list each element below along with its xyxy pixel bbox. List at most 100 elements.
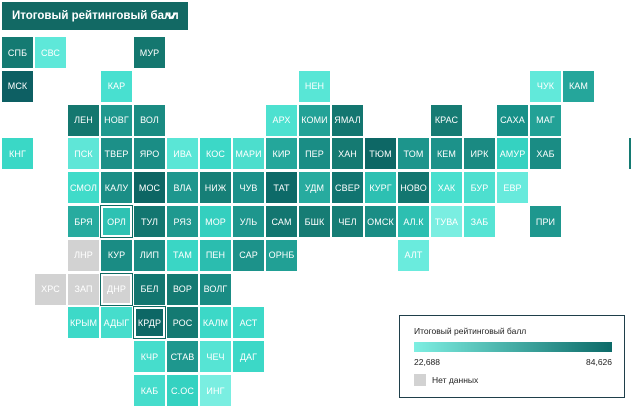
region-tile[interactable]: СХЛН [629,138,631,170]
region-tile[interactable]: ЛНР [68,239,99,271]
region-tile[interactable]: ДНР [100,272,133,306]
region-tile[interactable]: РЯЗ [167,206,198,237]
region-tile[interactable]: ЧЕЧ [200,341,231,373]
legend-min: 22,688 [414,357,440,367]
region-tile[interactable]: ОРНБ [266,239,297,271]
region-tile[interactable]: АРХ [266,104,297,136]
region-tile[interactable]: КИР [266,138,297,170]
region-tile[interactable]: ПЕР [299,138,330,170]
region-tile[interactable]: ХРС [35,273,66,305]
region-tile[interactable]: КОС [200,138,231,170]
chevron-down-icon[interactable] [162,6,180,24]
region-tile[interactable]: ПЕН [200,239,231,271]
region-tile[interactable]: СМОЛ [68,172,99,204]
region-tile[interactable]: КАЛУ [101,172,132,204]
region-tile[interactable]: КОМИ [299,104,330,136]
region-tile[interactable]: ТУЛ [134,206,165,237]
region-tile[interactable]: КРДР [133,306,166,340]
region-tile[interactable]: ИРК [464,138,495,170]
region-tile[interactable]: АЛТ [398,239,429,271]
region-tile[interactable]: СТАВ [167,341,198,373]
region-tile[interactable]: БУР [464,172,495,204]
legend-title: Итоговый рейтинговый балл [414,326,527,336]
region-tile[interactable]: САМ [266,206,297,237]
region-tile[interactable]: МОР [200,206,231,237]
region-tile[interactable]: РОС [167,307,198,339]
region-tile[interactable]: ЧУК [530,70,561,102]
region-tile[interactable]: МАГ [530,104,561,136]
region-tile[interactable]: ХАК [431,172,462,204]
region-tile[interactable]: ТУВА [431,206,462,237]
region-tile[interactable]: КАР [101,70,132,102]
region-tile[interactable]: ЧЕЛ [332,206,363,237]
region-tile[interactable]: МУР [134,37,165,68]
region-tile[interactable]: НОВО [398,172,429,204]
region-tile[interactable]: АСТ [233,307,264,339]
legend: Итоговый рейтинговый балл 22,688 84,626 … [399,315,625,398]
region-tile[interactable]: ЯРО [134,138,165,170]
region-tile[interactable]: ИНГ [200,375,231,406]
region-tile[interactable]: ОРЛ [100,205,133,238]
metric-dropdown[interactable]: Итоговый рейтинговый балл [2,2,188,30]
region-tile[interactable]: ТАМ [167,239,198,271]
region-tile[interactable]: ОМСК [365,206,396,237]
region-tile[interactable]: УЛЬ [233,206,264,237]
region-tile[interactable]: КАБ [134,375,165,406]
region-tile[interactable]: ЛЕН [68,104,99,136]
region-tile[interactable]: БЕЛ [134,273,165,305]
region-tile[interactable]: СПБ [2,37,33,68]
region-tile[interactable]: ЕВР [497,172,528,204]
region-tile[interactable]: ДАГ [233,341,264,373]
region-tile[interactable]: КАЛМ [200,307,231,339]
region-tile[interactable]: ХАН [332,138,363,170]
region-tile[interactable]: КЕМ [431,138,462,170]
region-tile[interactable]: САХА [497,104,528,136]
region-tile[interactable]: МСК [2,70,33,102]
region-tile[interactable]: КАМ [563,70,594,102]
region-tile[interactable]: НЕН [299,70,330,102]
region-tile[interactable]: АЛ.К [398,206,429,237]
region-tile[interactable]: СВЕР [332,172,363,204]
region-tile[interactable]: ПРИ [530,206,561,237]
legend-gradient-bar [414,342,612,352]
region-tile[interactable]: УДМ [299,172,330,204]
region-tile[interactable]: ЯМАЛ [332,104,363,136]
region-tile[interactable]: КРАС [431,104,462,136]
region-tile[interactable]: ВОР [167,273,198,305]
region-tile[interactable]: БРЯ [68,206,99,237]
region-tile[interactable]: ВОЛГ [200,273,231,305]
legend-max: 84,626 [586,357,612,367]
region-tile[interactable]: КРЫМ [68,307,99,339]
legend-nodata-swatch [414,374,426,386]
metric-dropdown-label: Итоговый рейтинговый балл [12,10,179,22]
region-tile[interactable]: КЧР [134,341,165,373]
region-tile[interactable]: НОВГ [101,104,132,136]
region-tile[interactable]: ИВА [167,138,198,170]
region-tile[interactable]: ТАТ [266,172,297,204]
region-tile[interactable]: БШК [299,206,330,237]
region-tile[interactable]: ВЛА [167,172,198,204]
region-tile[interactable]: НИЖ [200,172,231,204]
region-tile[interactable]: ТЮМ [365,138,396,170]
region-tile[interactable]: ПСК [68,138,99,170]
legend-nodata-label: Нет данных [432,375,479,385]
region-tile[interactable]: АМУР [497,138,528,170]
region-tile[interactable]: ЗАП [68,273,99,305]
region-tile[interactable]: КНГ [2,138,33,170]
region-tile[interactable]: ХАБ [530,138,561,170]
region-tile[interactable]: КУРГ [365,172,396,204]
region-tile[interactable]: ЛИП [134,239,165,271]
region-tile[interactable]: МОС [134,172,165,204]
region-tile[interactable]: САР [233,239,264,271]
region-tile[interactable]: КУР [101,239,132,271]
region-tile[interactable]: ВОЛ [134,104,165,136]
region-tile[interactable]: ЗАБ [464,206,495,237]
region-tile[interactable]: МАРИ [233,138,264,170]
region-tile[interactable]: СВС [35,37,66,68]
region-tile[interactable]: ТОМ [398,138,429,170]
region-tile[interactable]: С.ОС [167,375,198,406]
region-tile[interactable]: АДЫГ [101,307,132,339]
region-tile[interactable]: ТВЕР [101,138,132,170]
region-tile[interactable]: ЧУВ [233,172,264,204]
